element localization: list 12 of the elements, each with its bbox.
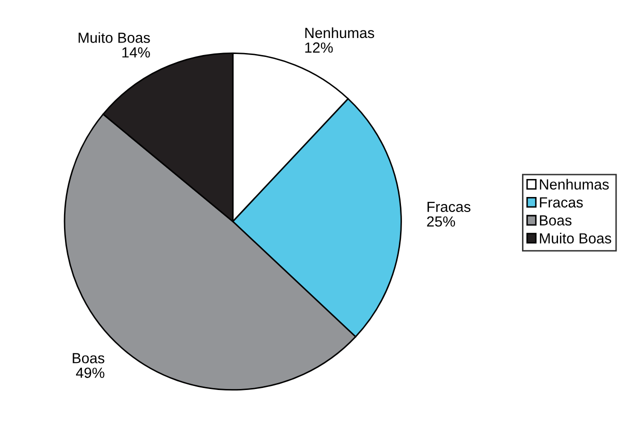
slice-label: Muito Boas <box>78 32 150 43</box>
legend-label: Fracas <box>540 197 583 208</box>
slice-label: Nenhumas <box>305 27 374 38</box>
data-label: 49% <box>76 368 104 378</box>
data-label: 25% <box>427 216 456 227</box>
data-label: 12% <box>305 42 333 53</box>
slice-label: Boas <box>72 353 104 364</box>
legend-label: Nenhumas <box>540 178 609 190</box>
data-label: 14% <box>122 47 150 58</box>
legend-label: Boas <box>540 215 572 226</box>
legend-label: Muito Boas <box>540 232 612 244</box>
slice-label: Fracas <box>428 202 470 212</box>
